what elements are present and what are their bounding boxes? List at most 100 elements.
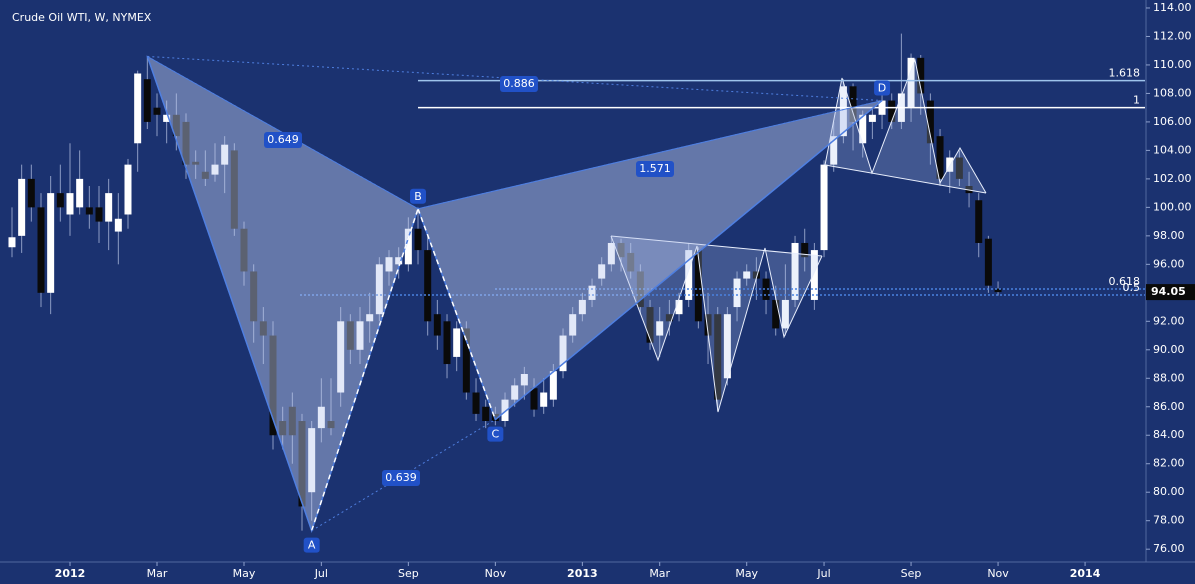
candle-body bbox=[385, 257, 393, 272]
y-tick-label: 104.00 bbox=[1153, 143, 1192, 156]
candle-body bbox=[163, 114, 171, 122]
candle-body bbox=[230, 150, 238, 229]
candle-body bbox=[598, 264, 606, 279]
candle-body bbox=[520, 374, 528, 386]
point-badge bbox=[303, 537, 320, 553]
candle-body bbox=[443, 321, 451, 365]
candle-body bbox=[395, 257, 403, 265]
candle-body bbox=[588, 285, 596, 300]
candle-body bbox=[366, 314, 374, 322]
y-tick-label: 98.00 bbox=[1153, 229, 1185, 242]
candle-body bbox=[124, 164, 132, 215]
ratio-badge bbox=[264, 132, 302, 148]
candle-body bbox=[685, 250, 693, 300]
y-tick-label: 114.00 bbox=[1153, 1, 1192, 14]
y-tick-label: 92.00 bbox=[1153, 314, 1185, 327]
x-tick-label: Jul bbox=[314, 567, 328, 580]
candle-body bbox=[762, 278, 770, 300]
candle-body bbox=[462, 328, 470, 393]
candle-body bbox=[617, 242, 625, 258]
candle-body bbox=[907, 57, 915, 108]
candle-body bbox=[27, 178, 35, 208]
candle-body bbox=[114, 218, 122, 232]
candle-body bbox=[37, 207, 45, 293]
y-tick-label: 78.00 bbox=[1153, 514, 1185, 527]
fib-label: 0.618 bbox=[1109, 275, 1141, 288]
candle-body bbox=[694, 250, 702, 322]
candle-body bbox=[607, 242, 615, 265]
candle-body bbox=[211, 164, 219, 175]
ratio-label: 0.639 bbox=[385, 471, 417, 484]
candle-body bbox=[143, 79, 151, 122]
point-badge bbox=[487, 426, 504, 442]
candle-body bbox=[182, 121, 190, 165]
candle-body bbox=[955, 157, 963, 179]
harmonic-ratio-line bbox=[495, 100, 883, 420]
ratio-badge bbox=[382, 470, 420, 486]
candle-body bbox=[424, 250, 432, 322]
candle-body bbox=[327, 421, 335, 429]
candle-body bbox=[752, 271, 760, 279]
candle-body bbox=[482, 406, 490, 422]
candle-body bbox=[76, 178, 84, 208]
candle-body bbox=[704, 314, 712, 336]
candle-body bbox=[801, 242, 809, 258]
point-label: B bbox=[414, 190, 422, 203]
candle-body bbox=[453, 328, 461, 357]
x-tick-label: May bbox=[233, 567, 256, 580]
y-tick-label: 88.00 bbox=[1153, 371, 1185, 384]
candle-body bbox=[375, 264, 383, 315]
candle-body bbox=[511, 385, 519, 400]
candle-body bbox=[714, 314, 722, 400]
point-badge bbox=[410, 188, 427, 204]
candle-body bbox=[172, 114, 180, 137]
ratio-badge bbox=[500, 76, 538, 92]
pattern-outline bbox=[824, 58, 987, 194]
x-tick-label: Mar bbox=[649, 567, 670, 580]
candle-body bbox=[317, 406, 325, 429]
candle-body bbox=[540, 392, 548, 407]
candle-body bbox=[279, 421, 287, 436]
fib-label: 1 bbox=[1133, 94, 1140, 107]
candle-body bbox=[984, 238, 992, 286]
candle-body bbox=[936, 136, 944, 179]
point-label: A bbox=[308, 539, 316, 552]
x-tick-label: 2013 bbox=[567, 567, 598, 580]
candle-body bbox=[530, 388, 538, 410]
y-tick-label: 84.00 bbox=[1153, 428, 1185, 441]
candle-body bbox=[288, 406, 296, 436]
candle-body bbox=[578, 299, 586, 315]
candle-body bbox=[791, 242, 799, 300]
candle-body bbox=[269, 335, 277, 436]
x-tick-label: Jul bbox=[816, 567, 830, 580]
candle-body bbox=[559, 335, 567, 372]
candle-body bbox=[433, 314, 441, 336]
candle-body bbox=[308, 428, 316, 493]
candle-body bbox=[675, 299, 683, 315]
candle-body bbox=[810, 250, 818, 300]
candle-body bbox=[849, 86, 857, 122]
candle-body bbox=[153, 107, 161, 115]
x-tick-label: 2014 bbox=[1070, 567, 1101, 580]
point-label: C bbox=[492, 428, 500, 441]
candle-body bbox=[8, 237, 16, 248]
pattern-outline bbox=[824, 164, 987, 194]
point-badge bbox=[874, 80, 891, 96]
candle-body bbox=[781, 299, 789, 329]
y-tick-label: 100.00 bbox=[1153, 200, 1192, 213]
candle-body bbox=[66, 193, 74, 215]
plot-area bbox=[8, 33, 1002, 531]
x-tick-label: 2012 bbox=[55, 567, 86, 580]
x-tick-label: Nov bbox=[485, 567, 507, 580]
candle-body bbox=[346, 321, 354, 350]
candle-body bbox=[820, 164, 828, 251]
pattern-outline bbox=[610, 235, 823, 257]
x-tick-label: Nov bbox=[987, 567, 1009, 580]
candle-body bbox=[259, 321, 267, 336]
candle-body bbox=[569, 314, 577, 336]
candle-body bbox=[888, 100, 896, 122]
harmonic-dash bbox=[417, 208, 497, 420]
candle-body bbox=[772, 299, 780, 329]
ratio-badge bbox=[636, 161, 674, 177]
